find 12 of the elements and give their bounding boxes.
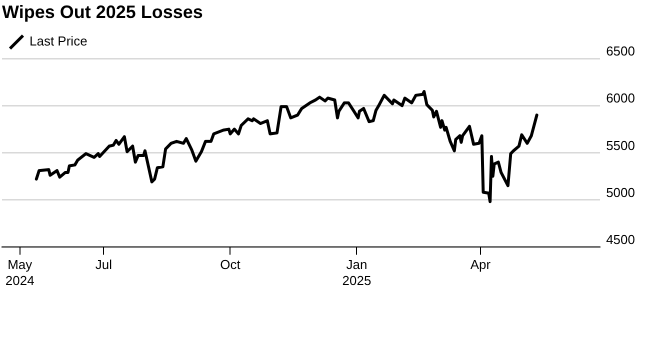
x-tick-label: May 2024 [5,257,34,288]
chart-title: Wipes Out 2025 Losses [2,2,203,22]
legend-label: Last Price [30,34,88,49]
y-tick-label: 6000 [606,90,635,106]
y-tick-label: 5000 [606,184,635,200]
y-tick-label: 5500 [606,138,635,153]
x-tick-label: Jan 2025 [342,257,372,288]
y-tick-label: 6500 [606,44,635,59]
x-tick-label: Oct [220,257,241,272]
x-tick-label: Apr [470,257,492,272]
y-tick-label: 4500 [606,232,635,247]
x-tick-label: Jul [95,257,112,272]
